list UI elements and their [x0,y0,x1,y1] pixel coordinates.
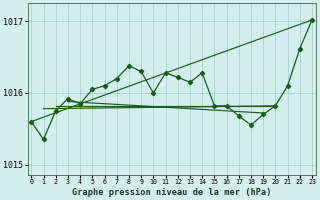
X-axis label: Graphe pression niveau de la mer (hPa): Graphe pression niveau de la mer (hPa) [72,188,271,197]
